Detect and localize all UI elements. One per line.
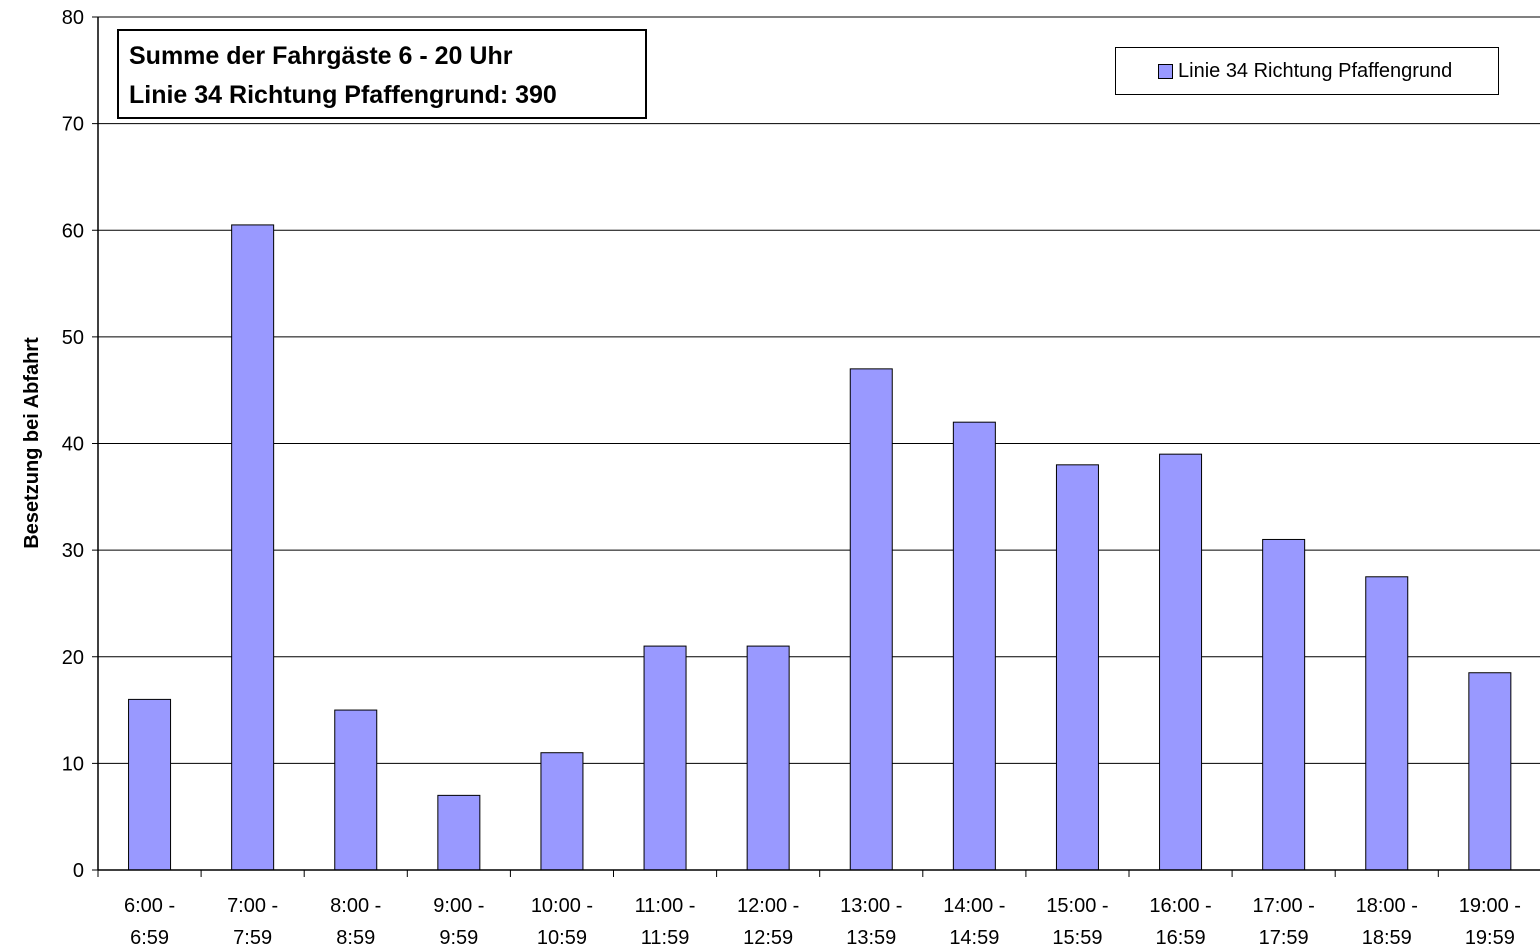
x-tick-label: 11:00 -11:59	[635, 895, 696, 949]
bar	[1365, 576, 1409, 871]
passenger-sum-box: Summe der Fahrgäste 6 - 20 Uhr Linie 34 …	[117, 29, 647, 119]
bar	[952, 421, 996, 871]
passenger-sum-line-1: Summe der Fahrgäste 6 - 20 Uhr	[129, 42, 513, 70]
x-tick-label: 16:00 -16:59	[1149, 895, 1211, 949]
x-tick-label: 13:00 -13:59	[840, 895, 902, 949]
bar	[1468, 672, 1512, 871]
x-tick-label: 9:00 -9:59	[433, 895, 484, 949]
x-tick-label: 6:00 -6:59	[124, 895, 175, 949]
passenger-sum-line-2: Linie 34 Richtung Pfaffengrund: 390	[129, 81, 557, 109]
x-tick-label: 19:00 -19:59	[1459, 895, 1521, 949]
bar	[849, 368, 893, 871]
bar	[128, 698, 172, 871]
bar	[1262, 538, 1306, 871]
x-tick-label: 12:00 -12:59	[737, 895, 799, 949]
bar	[540, 752, 584, 871]
legend-swatch	[1158, 63, 1173, 79]
bar	[437, 794, 481, 871]
x-tick-label: 15:00 -15:59	[1046, 895, 1108, 949]
bar	[746, 645, 790, 871]
bar	[334, 709, 378, 871]
legend-label: Linie 34 Richtung Pfaffengrund	[1178, 59, 1453, 82]
y-tick-label: 60	[62, 220, 84, 242]
y-tick-label: 80	[62, 7, 84, 29]
bar	[231, 224, 275, 871]
bar-series	[128, 224, 1512, 871]
y-tick-label: 70	[62, 114, 84, 136]
bar	[1159, 453, 1203, 871]
tick-labels: 0 10 20 30 40 50 60 70 80 6:00 -6:59 7:00 -7:59 8:0…	[62, 7, 1521, 949]
y-axis-title: Besetzung bei Abfahrt	[21, 337, 43, 549]
axes	[92, 16, 1540, 877]
x-tick-label: 7:00 -7:59	[227, 895, 278, 949]
x-tick-label: 18:00 -18:59	[1356, 895, 1418, 949]
bar	[643, 645, 687, 871]
y-tick-label: 40	[62, 434, 84, 456]
y-tick-label: 20	[62, 647, 84, 669]
y-tick-label: 50	[62, 327, 84, 349]
legend: Linie 34 Richtung Pfaffengrund	[1115, 47, 1499, 95]
bar	[1055, 464, 1099, 871]
x-tick-label: 17:00 -17:59	[1253, 895, 1315, 949]
y-tick-label: 30	[62, 540, 84, 562]
y-tick-label: 0	[73, 860, 84, 882]
y-tick-label: 10	[62, 753, 84, 775]
gridlines	[98, 16, 1540, 764]
x-tick-label: 14:00 -14:59	[943, 895, 1005, 949]
x-tick-label: 10:00 -10:59	[531, 895, 593, 949]
x-tick-label: 8:00 -8:59	[330, 895, 381, 949]
